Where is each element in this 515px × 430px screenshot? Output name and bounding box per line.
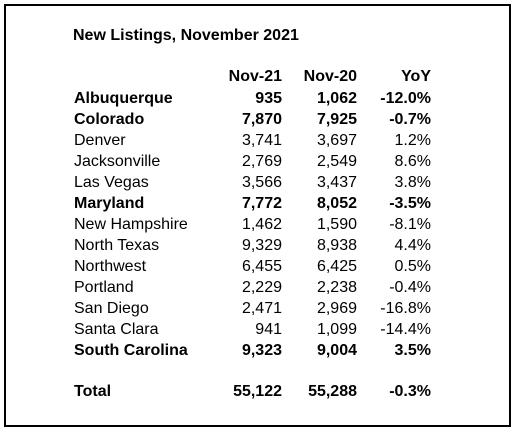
row-nov20: 7,925	[316, 111, 357, 128]
row-nov21: 7,772	[241, 195, 282, 212]
table-row: Albuquerque 935 1,062 -12.0%	[0, 90, 515, 111]
row-name: Maryland	[74, 195, 145, 212]
row-yoy: -16.8%	[380, 300, 431, 317]
row-nov21: 2,471	[241, 300, 282, 317]
table-row: North Texas 9,329 8,938 4.4%	[0, 237, 515, 258]
table-row: Colorado 7,870 7,925 -0.7%	[0, 111, 515, 132]
row-nov21: 9,329	[241, 237, 282, 254]
row-nov20: 9,004	[316, 342, 357, 359]
table-row: Northwest 6,455 6,425 0.5%	[0, 258, 515, 279]
table-row: Maryland 7,772 8,052 -3.5%	[0, 195, 515, 216]
row-yoy: -8.1%	[389, 216, 431, 233]
table-row: Las Vegas 3,566 3,437 3.8%	[0, 174, 515, 195]
row-nov21: 9,323	[241, 342, 282, 359]
row-nov21: 2,769	[241, 153, 282, 170]
row-yoy: 4.4%	[394, 237, 431, 254]
row-nov21: 6,455	[241, 258, 282, 275]
row-nov21: 3,741	[241, 132, 282, 149]
row-nov21: 3,566	[241, 174, 282, 191]
row-yoy: 0.5%	[394, 258, 431, 275]
row-yoy: -12.0%	[380, 90, 431, 107]
row-nov21: 941	[255, 321, 282, 338]
row-nov20: 2,549	[316, 153, 357, 170]
row-name: South Carolina	[74, 342, 188, 359]
row-name: Portland	[74, 279, 134, 296]
table-row: San Diego 2,471 2,969 -16.8%	[0, 300, 515, 321]
row-nov20: 2,969	[316, 300, 357, 317]
row-yoy: -0.7%	[389, 111, 431, 128]
row-nov20: 8,052	[316, 195, 357, 212]
total-yoy: -0.3%	[389, 383, 431, 400]
row-name: Denver	[74, 132, 126, 149]
row-yoy: -14.4%	[380, 321, 431, 338]
column-header-yoy: YoY	[401, 68, 431, 85]
total-nov21: 55,122	[233, 383, 282, 400]
row-yoy: 3.5%	[394, 342, 431, 359]
row-name: North Texas	[74, 237, 160, 254]
row-yoy: 8.6%	[394, 153, 431, 170]
table-row: Santa Clara 941 1,099 -14.4%	[0, 321, 515, 342]
row-name: Albuquerque	[74, 90, 173, 107]
row-name: New Hampshire	[74, 216, 188, 233]
row-nov21: 7,870	[241, 111, 282, 128]
row-nov21: 935	[255, 90, 282, 107]
row-nov20: 8,938	[316, 237, 357, 254]
row-yoy: -3.5%	[389, 195, 431, 212]
row-name: Northwest	[74, 258, 147, 275]
row-nov20: 1,099	[316, 321, 357, 338]
row-name: Colorado	[74, 111, 145, 128]
table-row: New Hampshire 1,462 1,590 -8.1%	[0, 216, 515, 237]
column-header-nov21: Nov-21	[228, 68, 282, 85]
total-label: Total	[74, 383, 112, 400]
table-row: Denver 3,741 3,697 1.2%	[0, 132, 515, 153]
row-nov20: 6,425	[316, 258, 357, 275]
total-nov20: 55,288	[308, 383, 357, 400]
row-name: Jacksonville	[74, 153, 161, 170]
row-name: Santa Clara	[74, 321, 159, 338]
row-yoy: -0.4%	[389, 279, 431, 296]
table-title: New Listings, November 2021	[73, 27, 299, 44]
row-name: San Diego	[74, 300, 149, 317]
table-row: Jacksonville 2,769 2,549 8.6%	[0, 153, 515, 174]
row-nov21: 1,462	[241, 216, 282, 233]
row-nov21: 2,229	[241, 279, 282, 296]
row-nov20: 1,062	[316, 90, 357, 107]
row-nov20: 2,238	[316, 279, 357, 296]
row-yoy: 1.2%	[394, 132, 431, 149]
row-nov20: 3,437	[316, 174, 357, 191]
row-nov20: 1,590	[316, 216, 357, 233]
table-frame	[4, 4, 511, 427]
row-yoy: 3.8%	[394, 174, 431, 191]
column-header-nov20: Nov-20	[303, 68, 357, 85]
total-row: Total 55,122 55,288 -0.3%	[0, 383, 515, 404]
table-row: South Carolina 9,323 9,004 3.5%	[0, 342, 515, 363]
table-row: Portland 2,229 2,238 -0.4%	[0, 279, 515, 300]
row-nov20: 3,697	[316, 132, 357, 149]
row-name: Las Vegas	[74, 174, 149, 191]
